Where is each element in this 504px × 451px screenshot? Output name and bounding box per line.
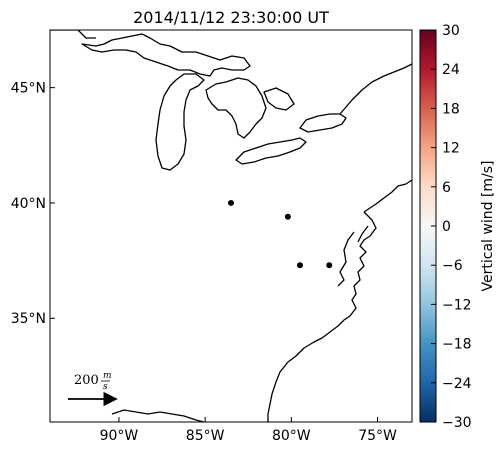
colorbar-ticks: 30 24 18 12 6 0 −6 −12 −18 −24 −30 xyxy=(431,23,472,431)
latitude-tick-label: 40°N xyxy=(11,196,46,212)
georgian-bay-outline xyxy=(263,87,295,111)
colorbar-tick-label: −18 xyxy=(442,337,472,353)
map-title: 2014/11/12 23:30:00 UT xyxy=(133,8,329,27)
colorbar-tick-label: 6 xyxy=(442,180,451,196)
lake-huron-outline xyxy=(205,77,267,139)
reference-arrow-unit-denominator: s xyxy=(103,382,108,392)
colorbar-tick-label: 0 xyxy=(442,219,451,235)
reference-arrow-unit-numerator: m xyxy=(103,371,112,381)
colorbar-label: Vertical wind [m/s] xyxy=(480,161,496,292)
station-marker xyxy=(326,262,333,269)
station-markers xyxy=(228,199,333,269)
st-lawrence-shoreline xyxy=(339,63,412,115)
colorbar-tick-label: 30 xyxy=(442,23,460,39)
lake-ontario-outline xyxy=(299,113,347,133)
lake-michigan-outline xyxy=(155,73,205,171)
reference-arrow-value: 200 xyxy=(74,373,99,388)
latitude-ticks: 45°N 40°N 35°N xyxy=(11,81,55,327)
new-england-coast xyxy=(363,179,412,213)
atlantic-coast xyxy=(267,211,377,422)
colorbar-tick-label: −24 xyxy=(442,376,472,392)
lake-superior-outline xyxy=(81,33,251,77)
lake-erie-outline xyxy=(235,137,307,165)
coastlines xyxy=(50,30,412,422)
longitude-ticks: 90°W 85°W 80°W 75°W xyxy=(100,417,397,444)
longitude-tick-label: 90°W xyxy=(100,428,139,444)
delaware-bay xyxy=(357,225,369,243)
station-marker xyxy=(228,199,234,206)
lake-shoreline-upper xyxy=(50,30,96,39)
colorbar-tick-label: 12 xyxy=(442,141,460,157)
longitude-tick-label: 80°W xyxy=(272,428,311,444)
colorbar-tick-label: 24 xyxy=(442,62,460,78)
colorbar-tick-label: −12 xyxy=(442,297,472,313)
colorbar-tick-label: 18 xyxy=(442,101,460,117)
reference-arrow: 200 m s xyxy=(68,371,118,407)
gulf-coast xyxy=(111,409,205,422)
chesapeake-bay xyxy=(337,231,355,287)
colorbar-tick-label: −30 xyxy=(442,415,472,431)
station-marker xyxy=(296,262,303,269)
longitude-tick-label: 75°W xyxy=(358,428,397,444)
colorbar-tick-label: −6 xyxy=(442,258,463,274)
map-frame xyxy=(49,29,413,423)
latitude-tick-label: 35°N xyxy=(11,311,46,327)
latitude-tick-label: 45°N xyxy=(11,81,46,97)
station-marker xyxy=(284,213,291,220)
longitude-tick-label: 85°W xyxy=(186,428,225,444)
